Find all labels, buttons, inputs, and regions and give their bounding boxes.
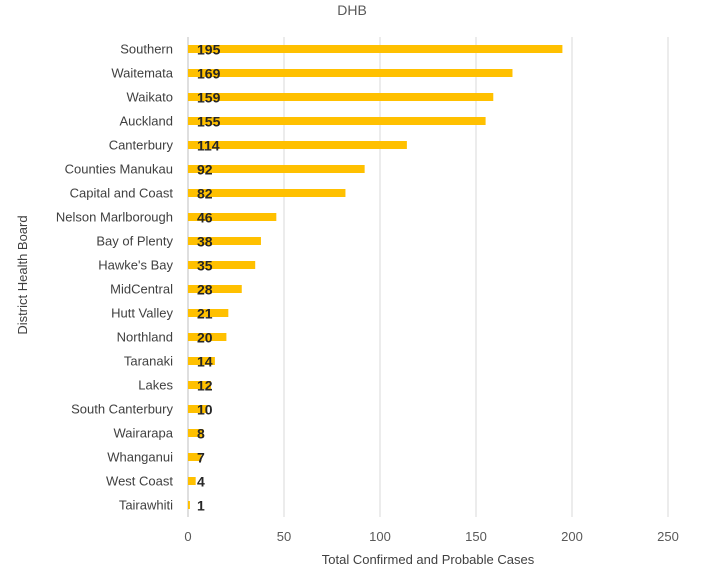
data-label: 155 bbox=[197, 114, 221, 130]
x-axis-title: Total Confirmed and Probable Cases bbox=[322, 552, 535, 567]
data-label: 35 bbox=[197, 258, 213, 274]
x-tick-label: 250 bbox=[657, 529, 679, 544]
data-label: 4 bbox=[197, 474, 205, 490]
bar bbox=[188, 117, 486, 125]
data-label: 28 bbox=[197, 282, 213, 298]
category-label: Southern bbox=[120, 42, 173, 57]
data-label: 14 bbox=[197, 354, 213, 370]
x-tick-label: 100 bbox=[369, 529, 391, 544]
bar bbox=[188, 165, 365, 173]
data-label: 7 bbox=[197, 450, 205, 466]
bars bbox=[188, 45, 563, 509]
bar bbox=[188, 261, 256, 269]
data-label: 10 bbox=[197, 402, 213, 418]
category-label: West Coast bbox=[106, 474, 173, 489]
category-label: Bay of Plenty bbox=[96, 234, 173, 249]
data-label: 1 bbox=[197, 498, 205, 514]
data-label: 195 bbox=[197, 42, 221, 58]
category-labels: Southern Waitemata Waikato Auckland Canterbu… bbox=[56, 42, 174, 513]
category-label: Counties Manukau bbox=[65, 162, 173, 177]
category-label: Hutt Valley bbox=[111, 306, 173, 321]
data-label: 8 bbox=[197, 426, 205, 442]
bar bbox=[188, 237, 261, 245]
data-label: 82 bbox=[197, 186, 213, 202]
bar bbox=[188, 501, 190, 509]
bar bbox=[188, 93, 494, 101]
bar bbox=[188, 69, 513, 77]
category-label: Canterbury bbox=[109, 138, 174, 153]
category-label: Northland bbox=[117, 330, 173, 345]
category-label: MidCentral bbox=[110, 282, 173, 297]
category-label: Whanganui bbox=[107, 450, 173, 465]
bar bbox=[188, 309, 229, 317]
category-label: Tairawhiti bbox=[119, 498, 173, 513]
category-label: Auckland bbox=[120, 114, 173, 129]
data-label: 20 bbox=[197, 330, 213, 346]
data-label: 12 bbox=[197, 378, 213, 394]
category-label: Lakes bbox=[138, 378, 173, 393]
bar bbox=[188, 453, 202, 461]
bar bbox=[188, 477, 196, 485]
data-label: 92 bbox=[197, 162, 213, 178]
data-label: 159 bbox=[197, 90, 221, 106]
bar bbox=[188, 429, 204, 437]
x-tick-label: 150 bbox=[465, 529, 487, 544]
bar bbox=[188, 213, 277, 221]
chart-title: DHB bbox=[337, 2, 367, 18]
y-axis-title: District Health Board bbox=[15, 215, 30, 334]
category-label: Waikato bbox=[127, 90, 173, 105]
category-label: Wairarapa bbox=[114, 426, 174, 441]
bar bbox=[188, 45, 563, 53]
bar bbox=[188, 141, 407, 149]
gridlines bbox=[187, 37, 669, 517]
x-tick-label: 200 bbox=[561, 529, 583, 544]
bar bbox=[188, 189, 346, 197]
x-tick-label: 0 bbox=[184, 529, 191, 544]
data-label: 38 bbox=[197, 234, 213, 250]
bar bbox=[188, 333, 227, 341]
bar bbox=[188, 285, 242, 293]
data-labels: 195 169 159 155 114 92 82 46 38 35 28 21 20 14 12 10 8 7 4… bbox=[197, 42, 221, 514]
x-tick-label: 50 bbox=[277, 529, 291, 544]
data-label: 114 bbox=[197, 138, 220, 154]
category-label: Taranaki bbox=[124, 354, 173, 369]
bar bbox=[188, 405, 208, 413]
category-label: South Canterbury bbox=[71, 402, 173, 417]
category-label: Nelson Marlborough bbox=[56, 210, 173, 225]
category-label: Hawke's Bay bbox=[98, 258, 173, 273]
category-label: Capital and Coast bbox=[70, 186, 174, 201]
bar bbox=[188, 381, 212, 389]
data-label: 46 bbox=[197, 210, 213, 226]
data-label: 21 bbox=[197, 306, 213, 322]
category-label: Waitemata bbox=[111, 66, 173, 81]
bar bbox=[188, 357, 215, 365]
data-label: 169 bbox=[197, 66, 221, 82]
x-tick-labels: 0 50 100 150 200 250 bbox=[184, 529, 678, 544]
